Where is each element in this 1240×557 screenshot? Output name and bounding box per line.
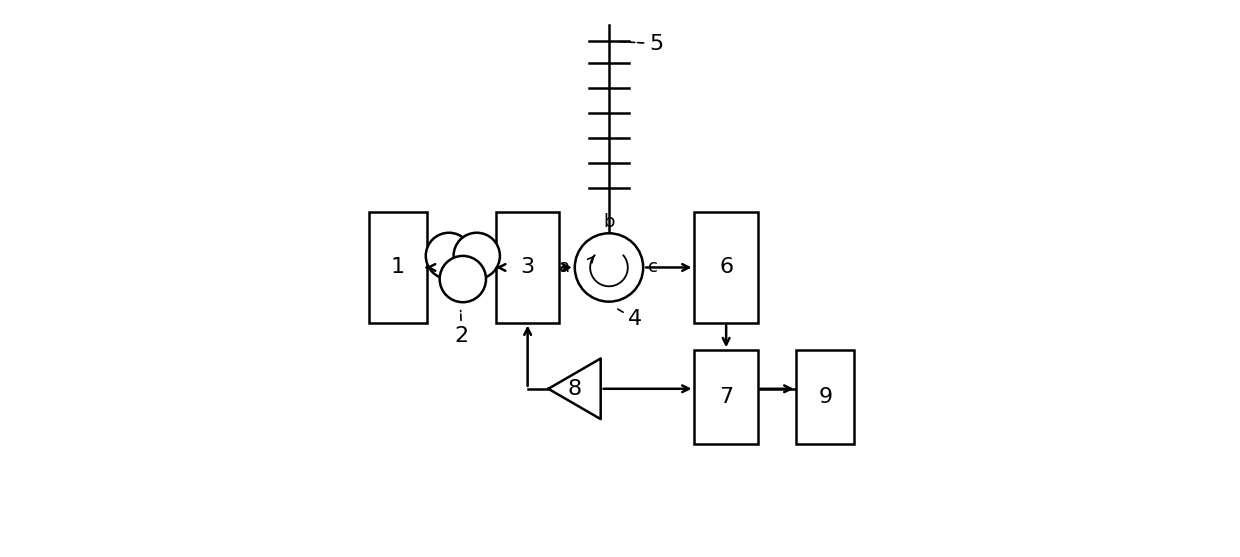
- Text: 8: 8: [568, 379, 582, 399]
- Bar: [796, 350, 854, 444]
- Text: 4: 4: [616, 309, 642, 329]
- Circle shape: [454, 233, 500, 279]
- Text: a: a: [559, 258, 570, 276]
- Text: 1: 1: [391, 257, 405, 277]
- Circle shape: [425, 233, 472, 279]
- Text: 2: 2: [455, 310, 469, 346]
- Text: 9: 9: [818, 387, 832, 407]
- Text: 7: 7: [719, 387, 733, 407]
- Text: b: b: [603, 213, 615, 231]
- Circle shape: [440, 256, 486, 302]
- Bar: [694, 350, 758, 444]
- Circle shape: [575, 233, 644, 302]
- Text: c: c: [647, 258, 657, 276]
- Polygon shape: [548, 359, 600, 419]
- Bar: [496, 212, 559, 323]
- Text: 5: 5: [619, 33, 663, 53]
- Bar: [694, 212, 758, 323]
- Text: 6: 6: [719, 257, 733, 277]
- Bar: [370, 212, 427, 323]
- Text: 3: 3: [521, 257, 534, 277]
